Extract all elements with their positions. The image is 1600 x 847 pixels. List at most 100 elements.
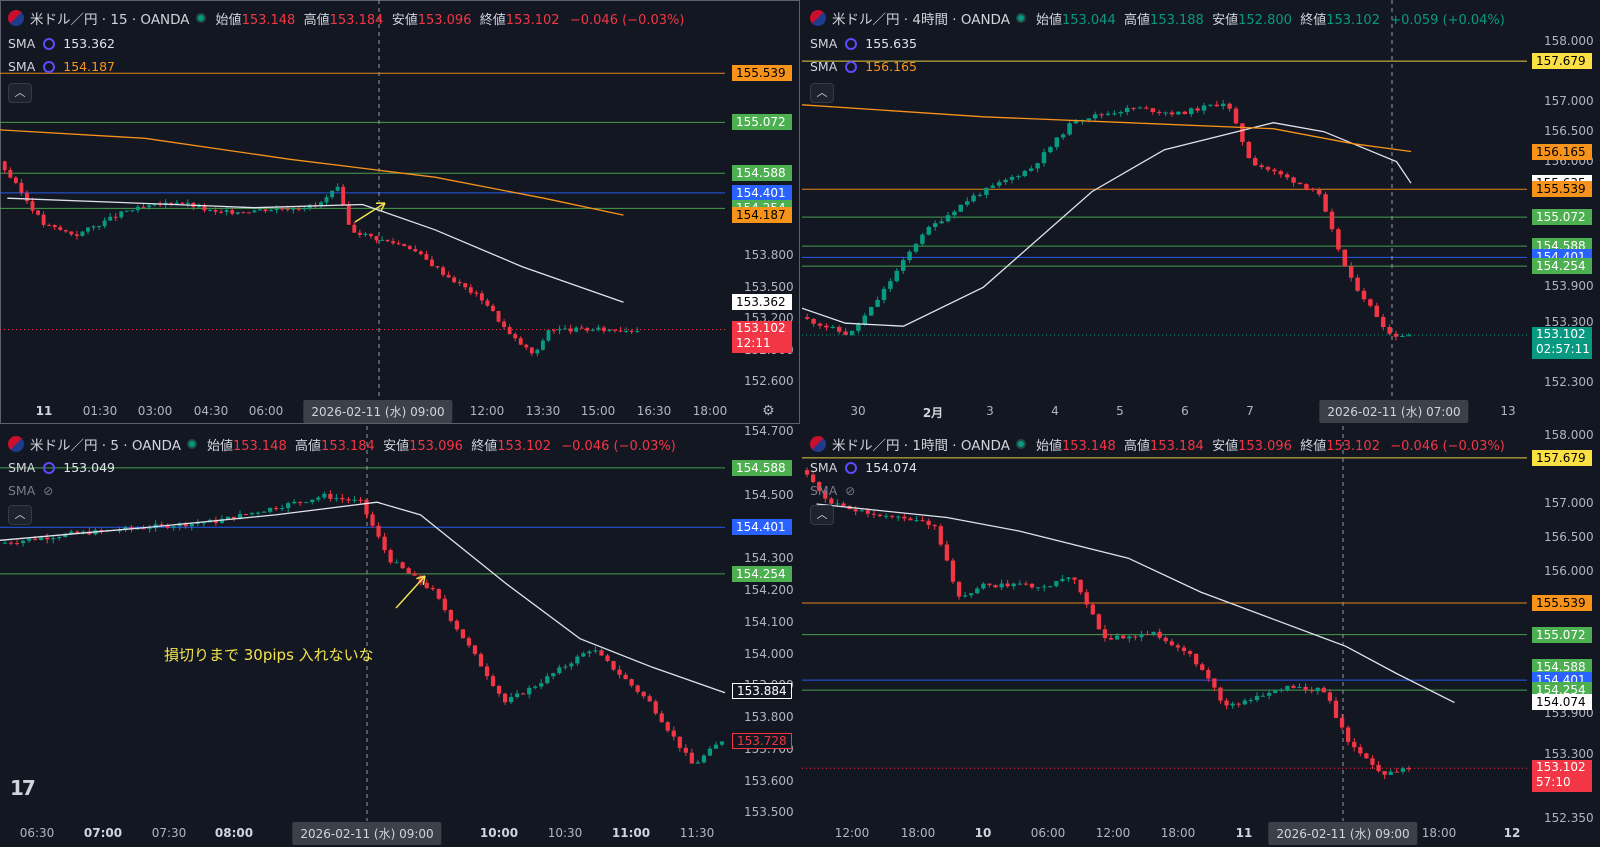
candle-body (1144, 107, 1149, 109)
price-label[interactable]: 154.254 (732, 565, 792, 582)
candle-body (324, 197, 329, 203)
price-label[interactable]: 154.401 (732, 184, 792, 201)
collapse-legend-button[interactable]: ︿ (8, 83, 32, 103)
indicator-sma-2[interactable]: SMA 154.187 (8, 59, 115, 74)
chart-plot-5m[interactable] (0, 426, 800, 847)
chart-panel-5m[interactable]: 米ドル／円 · 5 · OANDA 始値153.148 高値153.184 安値… (0, 426, 800, 847)
candle-body (1254, 695, 1260, 701)
candle-body (1042, 586, 1047, 588)
collapse-legend-button[interactable]: ︿ (8, 505, 32, 525)
price-label[interactable]: 153.884 (732, 683, 792, 700)
price-tick: 154.000 (744, 646, 794, 661)
candle-body (1394, 771, 1399, 773)
candle-body (1011, 583, 1016, 587)
indicator-sma-1[interactable]: SMA 154.074 (810, 460, 917, 475)
candle-body (964, 201, 970, 205)
price-label[interactable]: 153.102 12:11 (732, 321, 792, 354)
candle-body (496, 685, 502, 694)
price-label[interactable]: 154.254 (1532, 258, 1592, 275)
price-label[interactable]: 153.102 57:10 (1532, 760, 1592, 793)
sma-settings-icon[interactable] (845, 60, 858, 73)
hidden-eye-icon[interactable]: ⊘ (43, 483, 54, 498)
candle-body (1376, 764, 1381, 772)
chart-panel-4h[interactable]: 米ドル／円 · 4時間 · OANDA 始値153.044 高値153.188 … (802, 0, 1600, 424)
candle-body (1278, 171, 1284, 175)
candle-body (8, 170, 13, 178)
candle-body (1118, 112, 1124, 114)
candle-body (208, 210, 212, 212)
time-tick: 10:30 (547, 826, 583, 840)
price-label[interactable]: 154.187 (732, 207, 792, 224)
candle-body (1406, 335, 1412, 337)
symbol-title[interactable]: 米ドル／円 · 1時間 · OANDA (832, 438, 1010, 454)
sma-settings-icon[interactable] (43, 461, 56, 474)
symbol-title[interactable]: 米ドル／円 · 5 · OANDA (30, 438, 181, 454)
indicator-sma-1[interactable]: SMA 155.635 (810, 36, 917, 51)
price-label[interactable]: 155.539 (732, 65, 792, 82)
sma-settings-icon[interactable] (845, 461, 858, 474)
chart-note-text[interactable]: 損切りまで 30pips 入れないな (164, 646, 374, 664)
price-label[interactable]: 153.362 (732, 294, 792, 311)
price-label[interactable]: 153.728 (732, 732, 792, 749)
candle-body (1016, 176, 1021, 178)
chart-panel-1h[interactable]: 米ドル／円 · 1時間 · OANDA 始値153.148 高値153.184 … (802, 426, 1600, 847)
indicator-sma-1[interactable]: SMA 153.049 (8, 460, 115, 475)
candle-body (1181, 647, 1187, 652)
price-label[interactable]: 154.254 (1532, 682, 1592, 699)
candle-body (856, 324, 861, 331)
price-label[interactable]: 157.679 (1532, 53, 1592, 70)
sma-settings-icon[interactable] (845, 37, 858, 50)
symbol-title[interactable]: 米ドル／円 · 15 · OANDA (30, 12, 190, 28)
price-label[interactable]: 154.401 (732, 519, 792, 536)
candle-body (804, 470, 810, 475)
symbol-title[interactable]: 米ドル／円 · 4時間 · OANDA (832, 12, 1010, 28)
price-tick: 157.000 (1544, 93, 1594, 108)
indicator-sma-2-hidden[interactable]: SMA ⊘ (8, 483, 54, 498)
price-label[interactable]: 156.165 (1532, 143, 1592, 160)
price-label[interactable]: 155.539 (1532, 595, 1592, 612)
chart-plot-1h[interactable] (802, 426, 1600, 847)
indicator-sma-2[interactable]: SMA 156.165 (810, 59, 917, 74)
candle-body (938, 526, 943, 545)
price-label[interactable]: 154.588 (732, 165, 792, 182)
indicator-sma-2-hidden[interactable]: SMA ⊘ (810, 483, 856, 498)
candle-body (1321, 687, 1326, 693)
time-tick: 13:30 (525, 404, 561, 418)
price-label[interactable]: 155.072 (1532, 626, 1592, 643)
hidden-eye-icon[interactable]: ⊘ (845, 483, 856, 498)
collapse-legend-button[interactable]: ︿ (810, 83, 834, 103)
price-label[interactable]: 155.072 (1532, 209, 1592, 226)
candle-body (607, 329, 612, 332)
chart-plot-4h[interactable] (802, 0, 1600, 424)
candle-body (605, 655, 610, 661)
candle-body (14, 543, 20, 545)
candle-body (316, 497, 321, 500)
price-label[interactable]: 157.679 (1532, 449, 1592, 466)
candle-body (914, 520, 919, 522)
sma-settings-icon[interactable] (43, 60, 56, 73)
price-label[interactable]: 155.539 (1532, 181, 1592, 198)
chart-panel-15m[interactable]: 米ドル／円 · 15 · OANDA 始値153.148 高値153.184 安… (0, 0, 800, 424)
price-label[interactable]: 153.102 02:57:11 (1532, 327, 1592, 360)
price-label[interactable]: 154.074 (1532, 694, 1592, 711)
candle-body (424, 582, 429, 588)
sma-settings-icon[interactable] (43, 37, 56, 50)
price-label[interactable]: 154.588 (732, 459, 792, 476)
price-label[interactable]: 155.072 (732, 114, 792, 131)
candle-body (235, 212, 240, 214)
candle-body (1206, 669, 1211, 679)
tradingview-logo[interactable]: 17 (10, 776, 36, 800)
candle-body (446, 274, 451, 278)
time-tick: 7 (1246, 404, 1254, 418)
candle-body (653, 701, 658, 714)
indicator-sma-1[interactable]: SMA 153.362 (8, 36, 115, 51)
crosshair-time-label: 2026-02-11 (水) 09:00 (303, 400, 453, 423)
candle-body (875, 299, 880, 307)
chart-header: 米ドル／円 · 5 · OANDA 始値153.148 高値153.184 安値… (8, 434, 676, 454)
candle-body (268, 507, 273, 512)
settings-gear-icon[interactable]: ⚙ (762, 403, 775, 419)
chart-plot-15m[interactable] (0, 0, 800, 424)
sma-line (816, 503, 1455, 704)
price-label[interactable]: 154.588 (1532, 659, 1592, 676)
collapse-legend-button[interactable]: ︿ (810, 505, 834, 525)
